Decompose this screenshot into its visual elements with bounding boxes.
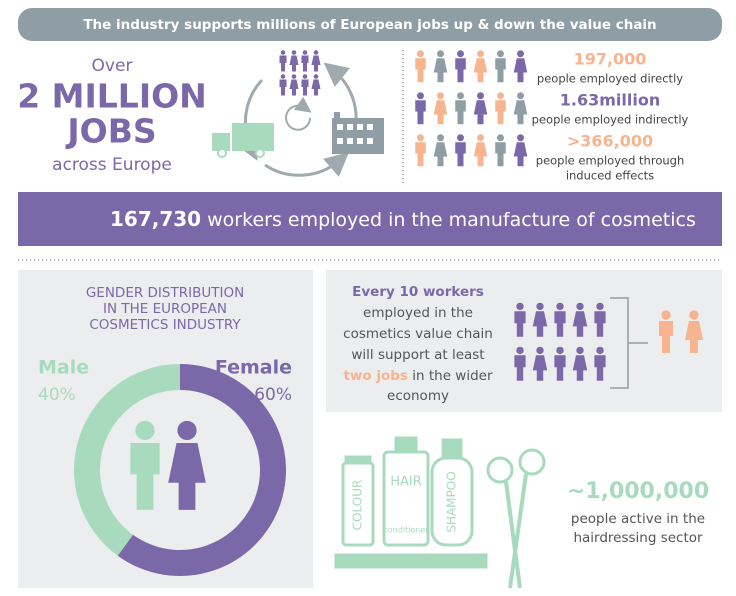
gender-title-line: GENDER DISTRIBUTION: [86, 285, 244, 301]
person-icon: [311, 50, 321, 72]
value-chain-line: cosmetics value chain: [343, 326, 493, 342]
person-icon: [495, 134, 506, 167]
manufacture: 167,730 workers employed in the manufact…: [110, 207, 696, 231]
person-icon: [455, 134, 466, 167]
donut-segment: [73, 364, 180, 556]
product-label: COLOUR: [351, 480, 365, 531]
person-icon: [433, 50, 448, 83]
person-icon: [301, 74, 309, 96]
headline: 2 MILLION: [17, 77, 207, 116]
segment-label: 40%: [38, 385, 76, 405]
person-icon: [311, 74, 321, 96]
employment-label: people employed indirectly: [532, 113, 689, 127]
person-icon: [279, 50, 287, 72]
manufacture-bg: [18, 192, 722, 246]
gender-title-line: IN THE EUROPEAN: [103, 301, 227, 317]
jobs: JOBS: [65, 112, 156, 151]
donut: Male 40% Female 60%: [38, 357, 292, 576]
person-icon: [455, 92, 466, 125]
value-chain-line: two jobs in the wider: [343, 368, 493, 384]
person-icon: [279, 74, 287, 96]
factory: [332, 112, 384, 154]
person-icon: [455, 50, 466, 83]
person-icon: [513, 50, 528, 83]
person-icon: [495, 50, 506, 83]
hair-label: people active in the: [571, 511, 705, 527]
value-chain-text: Every 10 workers employed in the cosmetics…: [343, 284, 493, 404]
segment-label: 60%: [254, 385, 292, 405]
hair-label: hairdressing sector: [573, 530, 703, 546]
hair-value: ~1,000,000: [567, 479, 709, 504]
banner: The industry supports millions of Europe…: [83, 17, 656, 33]
product-label: conditioner: [383, 526, 429, 535]
employment-value: 1.63million: [560, 91, 660, 110]
person-icon: [473, 92, 488, 125]
hair-products: [334, 436, 546, 589]
person-icon: [473, 134, 488, 167]
person-icon: [513, 134, 528, 167]
person-icon: [301, 50, 309, 72]
product-labels: COLOUR HAIR conditioner SHAMPOO: [351, 471, 459, 534]
employment-label: people employed through: [536, 154, 684, 168]
segment-name: Female: [215, 357, 292, 379]
employment-value: 197,000: [574, 50, 647, 69]
person-icon: [415, 134, 426, 167]
person-icon: [473, 50, 488, 83]
person-icon: [513, 92, 528, 125]
truck: [212, 123, 274, 158]
segment-name: Male: [38, 357, 89, 379]
product-label: SHAMPOO: [445, 471, 459, 532]
value-chain-panel: [326, 270, 722, 412]
person-icon: [289, 50, 299, 72]
highlight: two jobs: [343, 368, 408, 384]
person-icon: [433, 92, 448, 125]
bracket: [610, 297, 648, 389]
value-chain-line: will support at least: [351, 347, 484, 363]
person-icon: [433, 134, 448, 167]
product-label: HAIR: [390, 475, 422, 490]
manufacture-label: workers employed in the manufacture of c…: [207, 209, 696, 231]
donut-segment: [117, 364, 286, 576]
employment: 197,000 people employed directly 1.63milli…: [532, 50, 689, 183]
employment-label: induced effects: [566, 169, 654, 183]
person-icon: [415, 92, 426, 125]
employment-value: >366,000: [567, 132, 653, 151]
employment-label: people employed directly: [537, 72, 683, 86]
rest: in the wider: [408, 368, 493, 384]
value-chain-line: employed in the: [363, 305, 473, 321]
manufacture-value: 167,730: [110, 207, 201, 231]
person-icon: [289, 74, 299, 96]
value-chain-line: economy: [387, 388, 449, 404]
person-icon: [495, 92, 506, 125]
banner-bg: [18, 8, 722, 41]
person-icon: [415, 50, 426, 83]
gender-title-line: COSMETICS INDUSTRY: [89, 317, 241, 333]
region: across Europe: [52, 155, 172, 175]
value-chain-line: Every 10 workers: [352, 284, 484, 300]
jobs-summary: Over 2 MILLION JOBS across Europe: [17, 56, 207, 175]
over: Over: [92, 56, 133, 76]
